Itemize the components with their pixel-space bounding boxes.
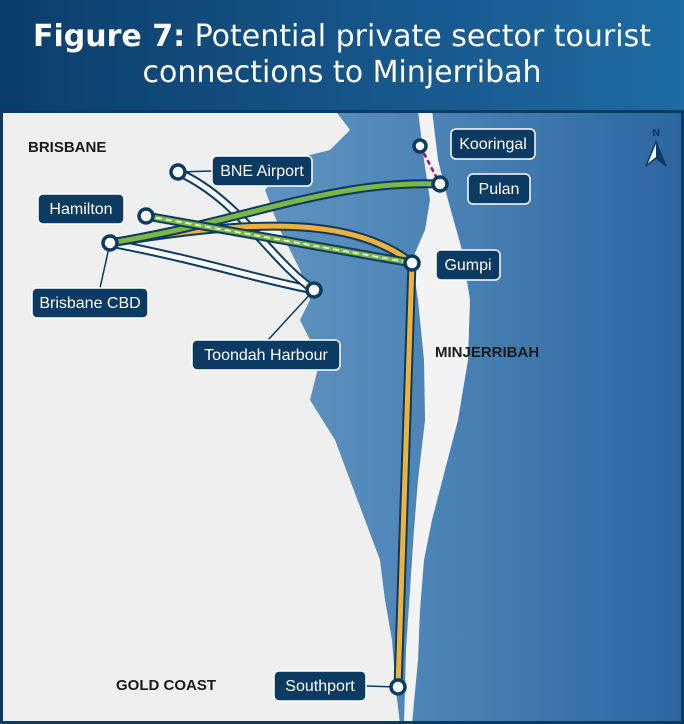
place-label: Southport: [273, 670, 367, 702]
route: [109, 181, 441, 246]
region-label: MINJERRIBAH: [435, 344, 539, 361]
header-title: Potential private sector tourist connect…: [142, 19, 651, 90]
header: Figure 7: Potential private sector touri…: [0, 0, 684, 110]
place-label: Pulan: [467, 173, 531, 205]
place-label: BNE Airport: [211, 155, 313, 187]
place-name: Toondah Harbour: [204, 347, 328, 364]
place-label: Brisbane CBD: [31, 287, 149, 319]
nodes: [101, 138, 449, 696]
route: [109, 240, 315, 293]
place-label: Gumpi: [435, 249, 501, 281]
place-name: Kooringal: [459, 136, 527, 153]
place-name: Southport: [285, 678, 355, 695]
route: [145, 215, 413, 264]
north-arrow: N: [645, 128, 667, 167]
route: [395, 262, 415, 688]
place-label: Kooringal: [450, 128, 536, 160]
region-label: GOLD COAST: [116, 677, 216, 694]
place-label: Toondah Harbour: [191, 339, 341, 371]
place-name: BNE Airport: [220, 163, 304, 180]
north-label: N: [652, 128, 660, 139]
place-name: Pulan: [479, 181, 520, 198]
mainland: [0, 110, 400, 724]
place-name: Brisbane CBD: [39, 295, 140, 312]
frame: [0, 110, 684, 724]
routes: [109, 145, 442, 688]
region-label: BRISBANE: [28, 139, 106, 156]
place-name: Hamilton: [49, 201, 112, 218]
figure-number: Figure 7:: [33, 19, 186, 54]
place-name: Gumpi: [444, 257, 491, 274]
place-label: Hamilton: [37, 193, 125, 225]
map: BRISBANE MINJERRIBAH GOLD COAST BNE Airp…: [0, 110, 684, 724]
